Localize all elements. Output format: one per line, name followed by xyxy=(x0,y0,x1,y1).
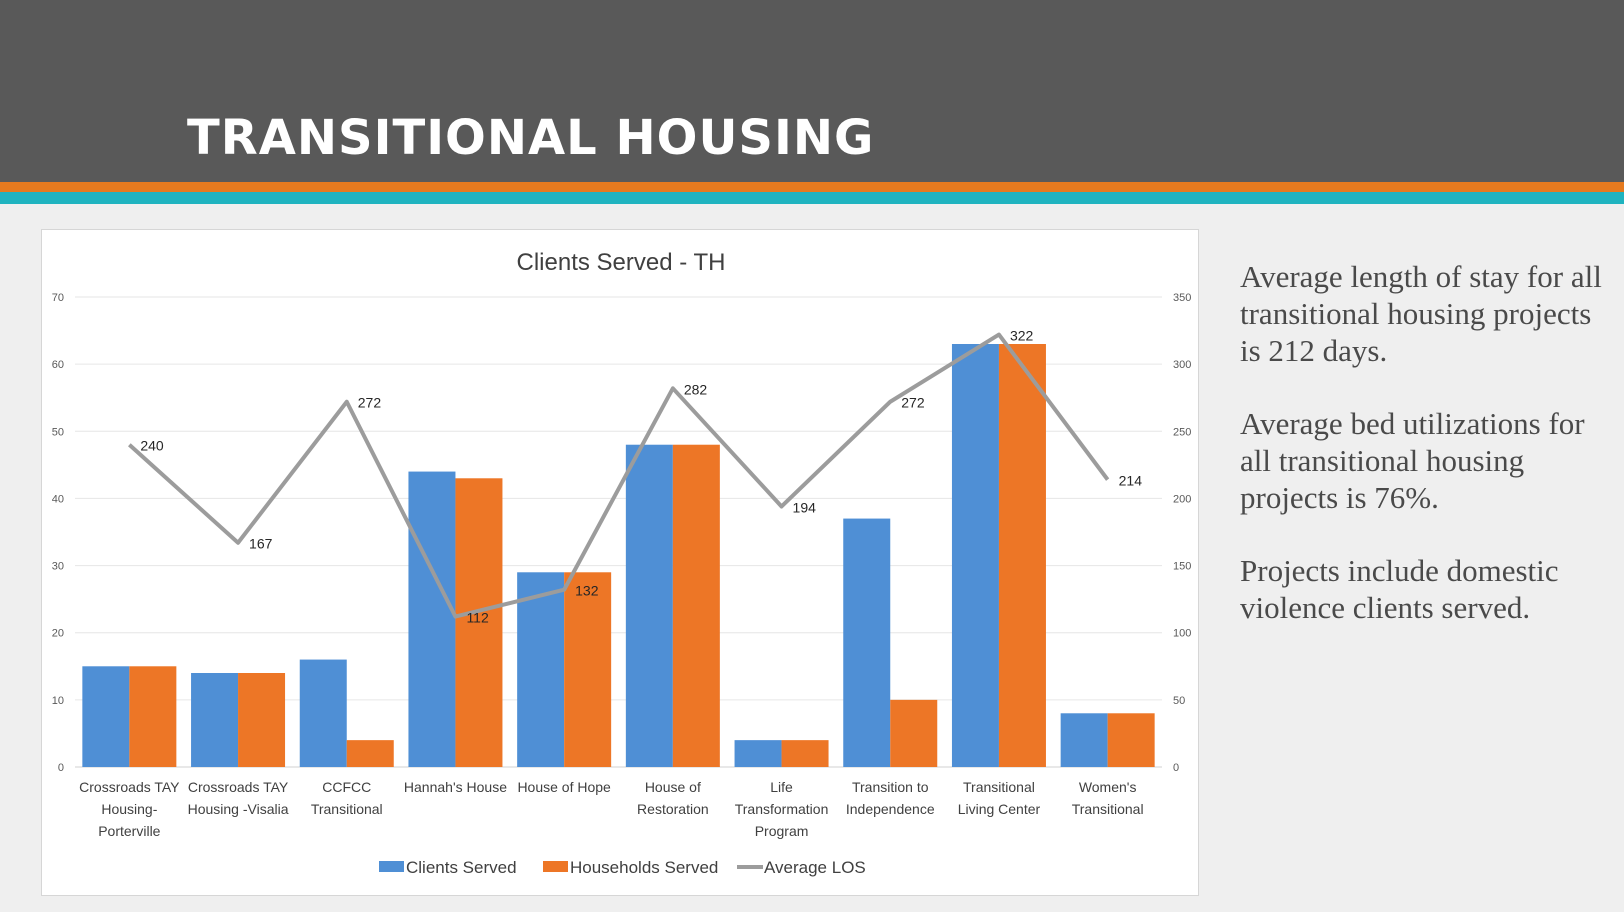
bar-clients-served xyxy=(517,572,565,767)
y-right-tick-label: 200 xyxy=(1173,493,1191,505)
x-tick-label: Hannah's House xyxy=(404,779,507,795)
x-tick-label: House of Hope xyxy=(517,779,611,795)
y-left-tick-label: 60 xyxy=(52,359,64,371)
bar-households-served xyxy=(238,673,286,767)
bar-households-served xyxy=(346,740,394,767)
header-bar: TRANSITIONAL HOUSING xyxy=(0,0,1624,182)
x-tick-label: CCFCC xyxy=(322,779,371,795)
y-left-tick-label: 50 xyxy=(52,426,64,438)
y-left-tick-label: 70 xyxy=(52,292,64,304)
x-tick-label: Restoration xyxy=(637,801,709,817)
slide-title: TRANSITIONAL HOUSING xyxy=(187,110,875,166)
y-right-tick-label: 50 xyxy=(1173,695,1185,707)
summary-projects: Projects include domestic violence clien… xyxy=(1240,553,1559,625)
bar-households-served xyxy=(455,478,503,767)
bar-households-served xyxy=(781,740,829,767)
x-tick-label: Life xyxy=(770,779,793,795)
y-left-tick-label: 20 xyxy=(52,628,64,640)
data-label-average-los: 167 xyxy=(249,536,273,552)
chart-panel: Clients Served - TH 0 10 20 30 40 50 60 70 0 50 10… xyxy=(41,229,1199,896)
summary-utilization: Average bed utilizations for all transit… xyxy=(1240,406,1585,515)
bar-clients-served xyxy=(408,471,456,767)
x-tick-label: Housing -Visalia xyxy=(188,801,289,817)
y-right-tick-label: 150 xyxy=(1173,561,1191,573)
clients-served-chart: Clients Served - TH 0 10 20 30 40 50 60 70 0 50 10… xyxy=(52,249,1192,877)
bar-households-served xyxy=(672,444,720,767)
data-label-average-los: 272 xyxy=(901,395,925,411)
data-label-average-los: 112 xyxy=(466,610,489,626)
y-right-tick-label: 250 xyxy=(1173,426,1191,438)
bar-clients-served xyxy=(734,740,782,767)
summary-los: Average length of stay for all transitio… xyxy=(1240,259,1602,368)
data-label-average-los: 214 xyxy=(1119,473,1143,489)
bar-clients-served xyxy=(299,659,347,767)
legend-label: Average LOS xyxy=(764,858,866,877)
data-label-average-los: 322 xyxy=(1010,328,1034,344)
bar-households-served xyxy=(998,344,1046,767)
y-right-tick-label: 350 xyxy=(1173,292,1191,304)
bar-households-served xyxy=(129,666,177,767)
bar-clients-served xyxy=(843,518,891,767)
x-tick-label: Housing- xyxy=(101,801,157,817)
x-tick-label: Transformation xyxy=(735,801,829,817)
y-left-tick-label: 10 xyxy=(52,695,64,707)
y-left-tick-label: 40 xyxy=(52,493,64,505)
x-tick-label: Transitional xyxy=(963,779,1035,795)
bar-clients-served xyxy=(951,344,999,767)
data-label-average-los: 282 xyxy=(684,381,708,397)
x-tick-label: Program xyxy=(755,823,809,839)
data-label-average-los: 272 xyxy=(358,395,382,411)
bar-clients-served xyxy=(1060,713,1108,767)
line-average-los xyxy=(128,332,1110,619)
summary-text: Average length of stay for all transitio… xyxy=(1240,258,1610,662)
x-tick-label: Women's xyxy=(1079,779,1137,795)
y-left-tick-label: 30 xyxy=(52,561,64,573)
x-tick-label: Independence xyxy=(846,801,935,817)
data-label-average-los: 132 xyxy=(575,583,599,599)
legend-label: Households Served xyxy=(570,858,718,877)
y-right-tick-label: 300 xyxy=(1173,359,1191,371)
legend-label: Clients Served xyxy=(406,858,517,877)
teal-stripe xyxy=(0,192,1624,204)
y-right-tick-label: 0 xyxy=(1173,762,1179,774)
x-tick-label: Crossroads TAY xyxy=(188,779,289,795)
x-tick-label: Transition to xyxy=(852,779,929,795)
x-tick-label: Transitional xyxy=(311,801,383,817)
legend-swatch xyxy=(379,861,404,872)
bar-households-served xyxy=(564,572,612,767)
y-left-tick-label: 0 xyxy=(58,762,64,774)
bar-households-served xyxy=(890,699,938,767)
chart-title: Clients Served - TH xyxy=(517,249,726,276)
legend-swatch xyxy=(543,861,568,872)
x-tick-label: House of xyxy=(645,779,701,795)
data-label-average-los: 194 xyxy=(793,499,817,515)
x-tick-label: Living Center xyxy=(958,801,1041,817)
bar-clients-served xyxy=(625,444,673,767)
x-tick-label: Crossroads TAY xyxy=(79,779,180,795)
data-label-average-los: 240 xyxy=(140,438,164,454)
bar-households-served xyxy=(1107,713,1155,767)
bar-clients-served xyxy=(191,673,239,767)
orange-stripe xyxy=(0,182,1624,192)
bar-clients-served xyxy=(82,666,130,767)
x-tick-label: Transitional xyxy=(1072,801,1144,817)
x-tick-label: Porterville xyxy=(98,823,160,839)
y-right-tick-label: 100 xyxy=(1173,628,1191,640)
